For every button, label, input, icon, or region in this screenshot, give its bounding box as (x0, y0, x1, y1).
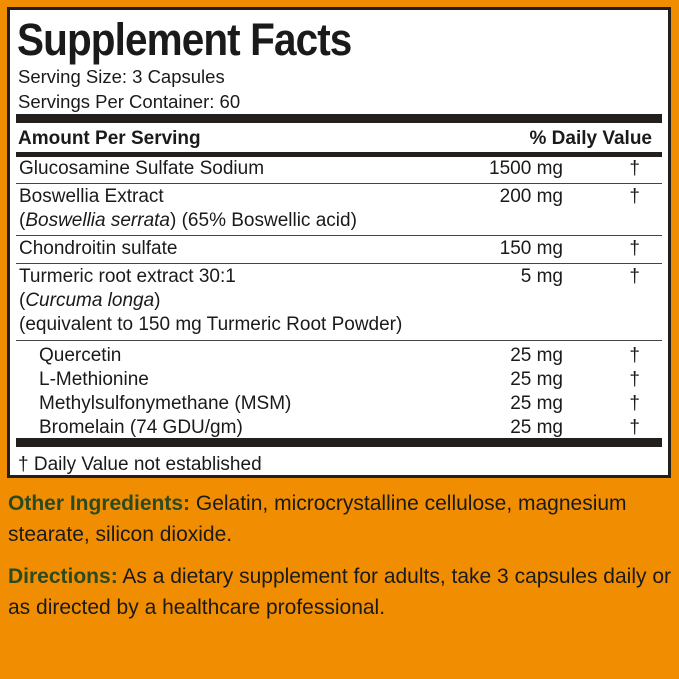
servings-per-container: Servings Per Container: 60 (18, 91, 241, 112)
sub-nutrient-row: Methylsulfonymethane (MSM) 25 mg † (16, 392, 662, 416)
nutrient-amount: 25 mg (510, 369, 563, 390)
directions: Directions: As a dietary supplement for … (8, 565, 671, 619)
nutrient-row: Boswellia Extract (Boswellia serrata) (65… (16, 185, 662, 236)
nutrient-name: Quercetin (39, 345, 122, 366)
divider-thick (16, 114, 662, 123)
nutrient-amount: 200 mg (499, 186, 563, 207)
daily-value: † (629, 345, 640, 366)
serving-size: Serving Size: 3 Capsules (18, 66, 225, 87)
nutrient-name: Boswellia Extract (Boswellia serrata) (65… (19, 186, 357, 231)
divider-medium (16, 152, 662, 157)
nutrient-name: L-Methionine (39, 369, 149, 390)
nutrient-amount: 5 mg (520, 266, 563, 287)
daily-value: † (629, 417, 640, 438)
nutrient-name: Bromelain (74 GDU/gm) (39, 417, 243, 438)
sub-nutrient-row: Quercetin 25 mg † (16, 344, 662, 368)
nutrient-amount: 25 mg (510, 393, 563, 414)
footnote: † Daily Value not established (18, 454, 262, 475)
nutrient-name: Glucosamine Sulfate Sodium (19, 158, 265, 179)
sub-nutrient-row: Bromelain (74 GDU/gm) 25 mg † (16, 416, 662, 440)
daily-value: † (629, 369, 640, 390)
supplement-facts-panel: Supplement Facts Serving Size: 3 Capsule… (7, 7, 671, 478)
divider-thick (16, 438, 662, 447)
nutrient-row: Chondroitin sulfate 150 mg † (16, 237, 662, 264)
daily-value: † (629, 266, 640, 287)
nutrient-name: Methylsulfonymethane (MSM) (39, 393, 292, 414)
nutrient-amount: 25 mg (510, 417, 563, 438)
nutrient-amount: 150 mg (499, 238, 563, 259)
daily-value: † (629, 186, 640, 207)
amount-per-serving-header: Amount Per Serving (18, 128, 201, 149)
sub-nutrient-row: L-Methionine 25 mg † (16, 368, 662, 392)
other-ingredients: Other Ingredients: Gelatin, microcrystal… (8, 492, 627, 546)
daily-value: † (629, 238, 640, 259)
nutrient-name: Chondroitin sulfate (19, 238, 178, 259)
nutrient-row: Glucosamine Sulfate Sodium 1500 mg † (16, 157, 662, 184)
daily-value-header: % Daily Value (529, 128, 652, 149)
page-title: Supplement Facts (17, 14, 352, 65)
daily-value: † (629, 158, 640, 179)
nutrient-row: Turmeric root extract 30:1 (Curcuma longa… (16, 265, 662, 341)
nutrient-amount: 1500 mg (489, 158, 563, 179)
daily-value: † (629, 393, 640, 414)
nutrient-name: Turmeric root extract 30:1 (Curcuma longa… (19, 266, 403, 335)
nutrient-amount: 25 mg (510, 345, 563, 366)
